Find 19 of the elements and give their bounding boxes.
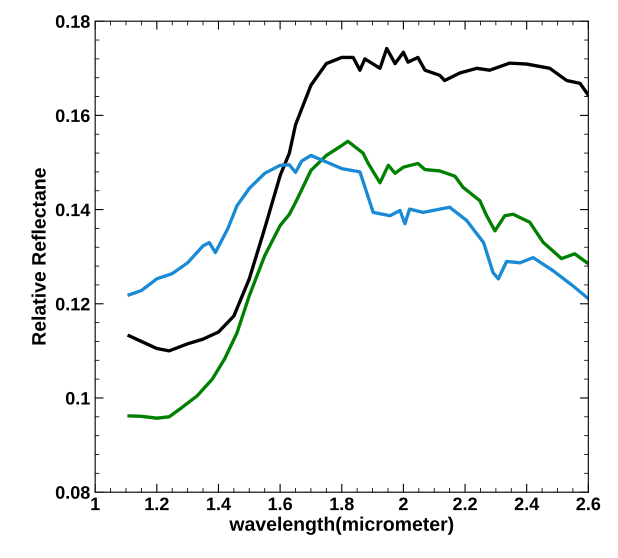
- x-tick-label: 1.8: [330, 497, 354, 510]
- x-tick-label: 2.6: [576, 497, 600, 510]
- y-tick-label: 0.12: [56, 298, 90, 310]
- x-tick-label: 2.2: [453, 497, 477, 510]
- x-tick-label: 1.2: [145, 497, 169, 510]
- x-tick-label: 1: [91, 498, 100, 510]
- x-tick-label: 2.4: [514, 497, 540, 510]
- y-tick-label: 0.14: [56, 204, 90, 216]
- y-tick-label: 0.08: [56, 486, 90, 499]
- x-axis-title: wavelength(micrometer): [229, 516, 454, 535]
- y-tick-label: 0.1: [66, 392, 90, 405]
- x-tick-label: 1.6: [268, 497, 292, 510]
- x-tick-label: 1.4: [207, 498, 231, 510]
- y-axis-title: Relative Reflectane: [31, 168, 46, 345]
- x-tick-label: 2: [399, 497, 408, 510]
- y-tick-label: 0.18: [56, 15, 90, 28]
- line-series: [127, 154, 588, 300]
- y-tick-label: 0.16: [56, 109, 90, 122]
- line-series: [127, 140, 588, 420]
